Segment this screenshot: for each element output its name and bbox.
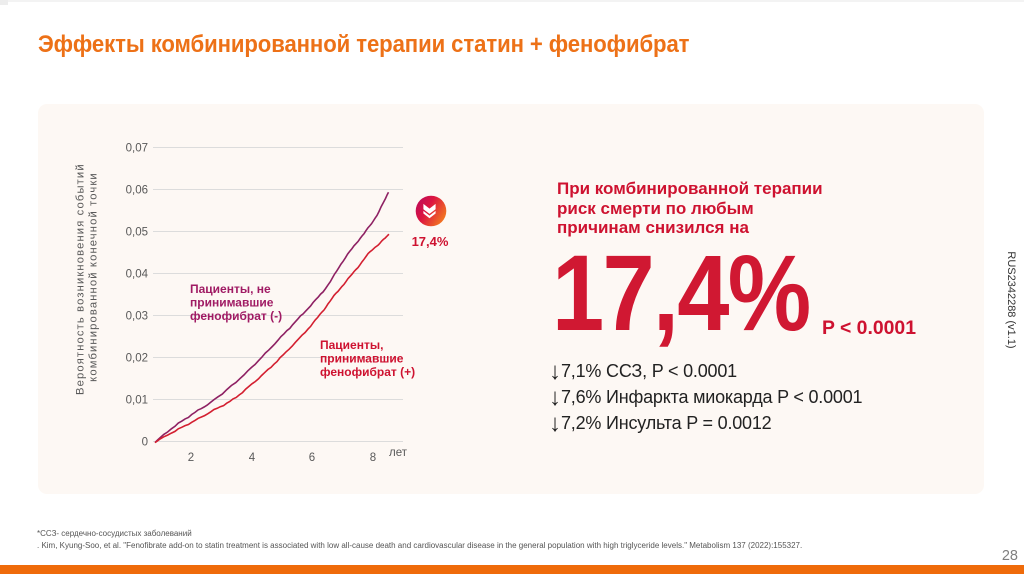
svg-text:2: 2 <box>188 452 194 464</box>
svg-text:0,02: 0,02 <box>126 353 148 365</box>
svg-text:8: 8 <box>370 452 376 464</box>
svg-text:фенофибрат (-): фенофибрат (-) <box>190 309 282 323</box>
svg-text:принимавшие: принимавшие <box>190 296 274 310</box>
svg-text:6: 6 <box>309 452 315 464</box>
svg-text:0,01: 0,01 <box>126 395 148 407</box>
svg-text:0,03: 0,03 <box>126 311 148 323</box>
svg-text:0,05: 0,05 <box>126 227 148 239</box>
svg-text:0: 0 <box>142 437 148 449</box>
svg-text:4: 4 <box>249 452 256 464</box>
svg-text:17,4%: 17,4% <box>412 234 449 249</box>
svg-text:принимавшие: принимавшие <box>320 352 404 366</box>
svg-text:фенофибрат (+): фенофибрат (+) <box>320 365 415 379</box>
svg-text:0,06: 0,06 <box>126 185 148 197</box>
svg-text:0,04: 0,04 <box>126 269 149 281</box>
svg-text:Вероятность возникновения собы: Вероятность возникновения событий комбин… <box>75 159 100 395</box>
svg-text:лет: лет <box>389 447 408 459</box>
svg-text:Пациенты, не: Пациенты, не <box>190 282 271 296</box>
svg-text:Пациенты,: Пациенты, <box>320 338 383 352</box>
svg-text:0,07: 0,07 <box>126 143 148 155</box>
